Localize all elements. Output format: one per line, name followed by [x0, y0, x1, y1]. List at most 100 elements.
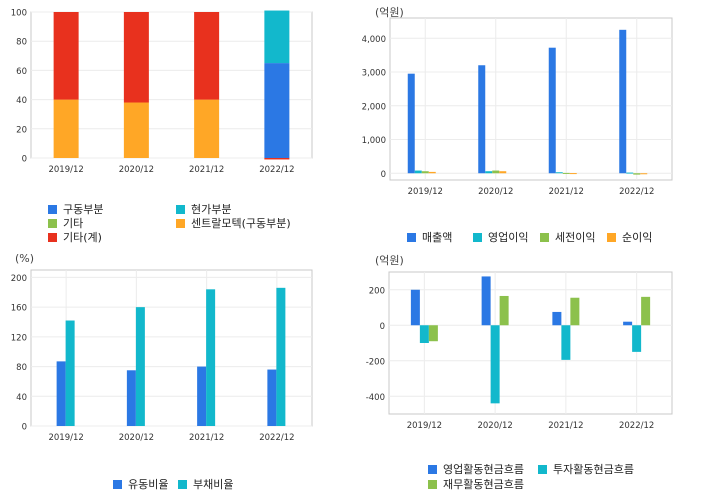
bar-투자활동현금흐름-2020/12 — [490, 325, 500, 404]
legend-label: 투자활동현금흐름 — [553, 463, 634, 476]
y-tick-label: 20 — [16, 125, 27, 135]
bar-영업이익-2022/12 — [626, 172, 634, 174]
chart-2-panel: (억원) 0 1,000 2,000 3,000 4,000 2019/12 2020/12… — [360, 0, 720, 248]
bar-매출액-2019/12 — [407, 73, 415, 174]
y-tick-label: 120 — [11, 333, 27, 343]
y-tick-label: -200 — [366, 357, 385, 367]
x-tick-label: 2021/12 — [548, 421, 583, 431]
bar-순이익-2022/12 — [640, 173, 648, 175]
bar-기타(계)-2022/12 — [264, 158, 290, 160]
legend-item-기타계[interactable]: 기타(계) — [48, 229, 102, 245]
x-tick-label: 2019/12 — [408, 187, 443, 197]
x-tick-label: 2020/12 — [119, 165, 154, 175]
bar-유동비율-2021/12 — [197, 366, 207, 426]
x-tick-label: 2022/12 — [619, 187, 654, 197]
legend-swatch — [473, 232, 482, 242]
x-tick-label: 2019/12 — [48, 165, 83, 175]
legend-item-영업활동현금흐름[interactable]: 영업활동현금흐름 — [428, 461, 524, 477]
legend-item-센트랄모텍[interactable]: 센트랄모텍(구동부분) — [176, 215, 291, 231]
bar-재무활동현금흐름-2020/12 — [499, 295, 509, 326]
bar-재무활동현금흐름-2019/12 — [428, 325, 438, 342]
y-tick-label: 60 — [16, 67, 27, 77]
chart-3-plot: 0 40 80 120 160 200 2019/12 2020/12 2021/12 2022/… — [11, 269, 313, 443]
chart-4-plot: -400 -200 0 200 2019/12 2020/12 2021/12 2022/12 — [366, 271, 673, 431]
legend-item-투자활동현금흐름[interactable]: 투자활동현금흐름 — [538, 461, 634, 477]
legend-swatch — [176, 204, 185, 214]
bar-재무활동현금흐름-2022/12 — [641, 296, 651, 326]
bar-세전이익-2020/12 — [492, 170, 500, 174]
y-tick-label: 160 — [11, 304, 27, 314]
bar-구동부분-2022/12 — [264, 63, 290, 158]
y-tick-label: 0 — [380, 322, 385, 332]
legend-item-현가부분[interactable]: 현가부분 — [176, 201, 231, 217]
bar-유동비율-2022/12 — [267, 369, 277, 426]
legend-item-유동비율[interactable]: 유동비율 — [113, 476, 168, 492]
y-tick-label: 0 — [22, 423, 27, 433]
bar-센트랄모텍(구동부분)-2021/12 — [194, 99, 220, 158]
legend-item-순이익[interactable]: 순이익 — [607, 229, 652, 245]
legend-label: 재무활동현금흐름 — [443, 478, 524, 491]
bar-영업이익-2021/12 — [555, 172, 563, 174]
x-tick-label: 2022/12 — [619, 421, 654, 431]
x-tick-label: 2019/12 — [407, 421, 442, 431]
y-tick-label: 80 — [16, 38, 27, 48]
bar-기타(계)-2019/12 — [53, 12, 79, 100]
legend-swatch — [407, 232, 416, 242]
y-tick-label: 200 — [11, 274, 27, 284]
x-tick-label: 2022/12 — [259, 433, 294, 443]
bar-투자활동현금흐름-2022/12 — [632, 325, 642, 352]
y-tick-label: 0 — [381, 170, 386, 180]
bar-재무활동현금흐름-2021/12 — [570, 297, 580, 326]
legend-label: 매출액 — [422, 231, 453, 244]
bar-영업활동현금흐름-2020/12 — [481, 276, 491, 326]
x-tick-label: 2021/12 — [189, 433, 224, 443]
bar-유동비율-2020/12 — [126, 370, 136, 426]
bar-세전이익-2022/12 — [633, 173, 641, 175]
bar-부채비율-2020/12 — [135, 307, 145, 426]
bar-기타(계)-2020/12 — [123, 12, 149, 103]
bar-매출액-2022/12 — [619, 29, 627, 174]
bar-유동비율-2019/12 — [56, 361, 66, 426]
legend-item-재무활동현금흐름[interactable]: 재무활동현금흐름 — [428, 476, 524, 492]
bar-매출액-2021/12 — [548, 47, 556, 174]
chart-2-plot: 0 1,000 2,000 3,000 4,000 2019/12 2020/12 2021/… — [362, 17, 673, 197]
bar-영업활동현금흐름-2021/12 — [552, 311, 562, 326]
legend-label: 부채비율 — [193, 478, 234, 491]
legend-item-구동부분[interactable]: 구동부분 — [48, 201, 103, 217]
chart-3-panel: (%) 0 40 80 120 160 200 2019/12 2020/12 2021/12 2… — [0, 248, 360, 496]
bar-현가부분-2022/12 — [264, 10, 290, 64]
bar-부채비율-2021/12 — [206, 289, 216, 426]
chart-1-plot: 0 20 40 60 80 100 2019/12 2020/12 2021/12 2022/12 — [11, 9, 313, 175]
legend-label: 기타(계) — [63, 231, 102, 244]
legend-label: 영업이익 — [488, 231, 529, 244]
legend-label: 기타 — [63, 217, 84, 230]
legend-swatch — [176, 218, 185, 228]
bar-세전이익-2021/12 — [562, 172, 570, 174]
legend-item-부채비율[interactable]: 부채비율 — [178, 476, 233, 492]
bar-매출액-2020/12 — [478, 65, 486, 174]
legend-swatch — [540, 232, 549, 242]
plot-area — [30, 269, 313, 427]
legend-item-매출액[interactable]: 매출액 — [407, 229, 452, 245]
bar-영업이익-2019/12 — [414, 170, 422, 174]
x-tick-label: 2022/12 — [259, 165, 294, 175]
legend-item-영업이익[interactable]: 영업이익 — [473, 229, 528, 245]
bar-영업활동현금흐름-2019/12 — [410, 289, 420, 326]
bar-센트랄모텍(구동부분)-2020/12 — [123, 102, 149, 158]
x-tick-label: 2021/12 — [189, 165, 224, 175]
legend-label: 영업활동현금흐름 — [443, 463, 524, 476]
bar-세전이익-2019/12 — [421, 171, 429, 174]
legend-item-세전이익[interactable]: 세전이익 — [540, 229, 595, 245]
y-tick-label: 2,000 — [362, 102, 386, 112]
bar-부채비율-2019/12 — [65, 320, 75, 426]
legend-label: 유동비율 — [128, 478, 169, 491]
plot-area — [389, 17, 673, 181]
legend-label: 구동부분 — [63, 203, 104, 216]
y-tick-label: 4,000 — [362, 35, 386, 45]
legend-swatch — [607, 232, 616, 242]
legend-swatch — [48, 204, 57, 214]
y-tick-label: 40 — [16, 393, 27, 403]
legend-item-기타[interactable]: 기타 — [48, 215, 83, 231]
x-tick-label: 2021/12 — [549, 187, 584, 197]
y-tick-label: 3,000 — [362, 69, 386, 79]
